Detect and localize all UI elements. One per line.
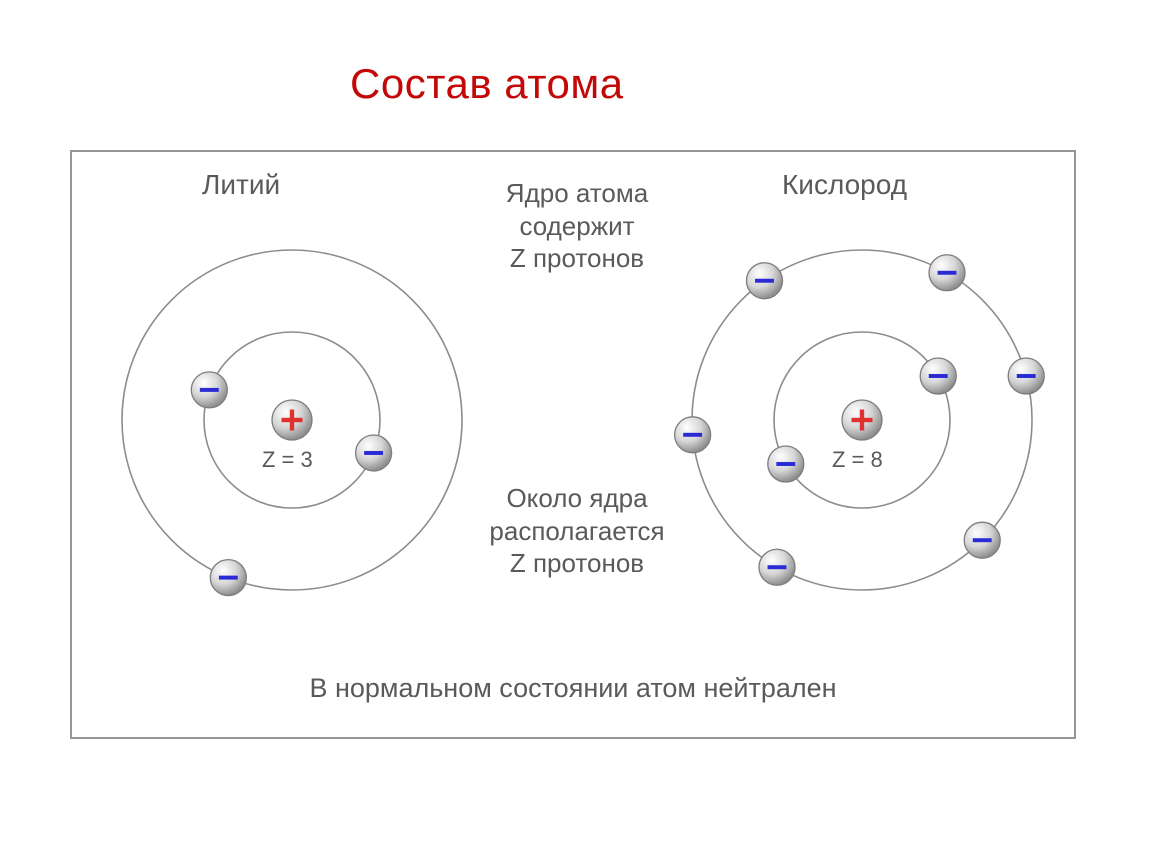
lithium-nucleus xyxy=(272,400,312,440)
oxygen-electron-4 xyxy=(1008,358,1044,394)
oxygen-electron-7 xyxy=(675,417,711,453)
lithium-electron-3 xyxy=(210,560,246,596)
oxygen-electron-8 xyxy=(746,263,782,299)
lithium-z-label: Z = 3 xyxy=(262,446,313,474)
oxygen-z-label: Z = 8 xyxy=(832,446,883,474)
lithium-atom xyxy=(122,250,462,596)
lithium-electron-2 xyxy=(191,372,227,408)
page-title: Состав атома xyxy=(350,60,624,108)
oxygen-electron-2 xyxy=(768,446,804,482)
diagram-frame: Литий Кислород Ядро атомасодержитZ прото… xyxy=(70,150,1076,739)
atoms-svg xyxy=(72,152,1074,737)
oxygen-nucleus xyxy=(842,400,882,440)
lithium-electron-1 xyxy=(356,435,392,471)
oxygen-electron-6 xyxy=(759,549,795,585)
oxygen-atom xyxy=(675,250,1045,590)
oxygen-electron-3 xyxy=(929,255,965,291)
oxygen-electron-5 xyxy=(964,522,1000,558)
oxygen-electron-1 xyxy=(920,358,956,394)
